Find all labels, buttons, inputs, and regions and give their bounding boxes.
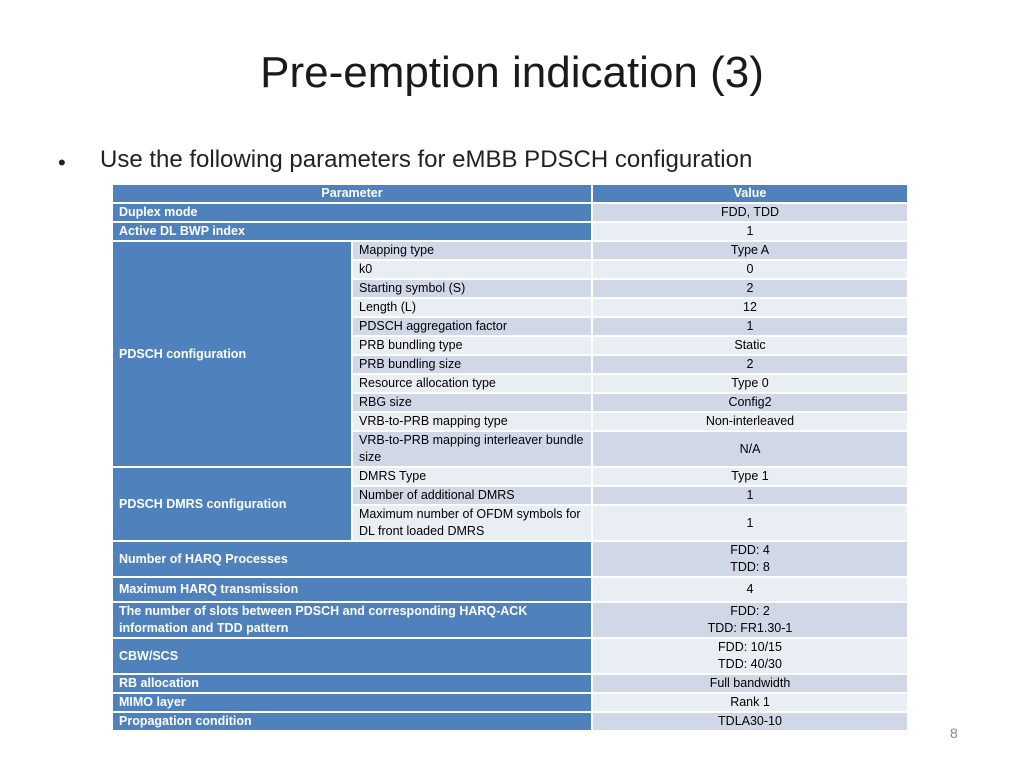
sub-value: Type A — [591, 240, 909, 261]
sub-value: N/A — [591, 430, 909, 468]
table-row: Propagation condition TDLA30-10 — [111, 711, 909, 732]
table-row: Starting symbol (S) 2 — [112, 278, 909, 299]
row-value-propagation: TDLA30-10 — [591, 711, 909, 732]
table-row: Maximum HARQ transmission 4 — [111, 576, 909, 603]
sub-label: VRB-to-PRB mapping type — [351, 411, 593, 432]
sub-value: Non-interleaved — [591, 411, 909, 432]
row-value-duplex-mode: FDD, TDD — [591, 202, 909, 223]
row-label-max-harq-tx: Maximum HARQ transmission — [111, 576, 593, 603]
table-row: Active DL BWP index 1 — [111, 221, 909, 242]
row-label-active-bwp: Active DL BWP index — [111, 221, 593, 242]
table-row: MIMO layer Rank 1 — [111, 692, 909, 713]
sub-label: DMRS Type — [351, 466, 593, 487]
table-row: PDSCH configuration Mapping type Type A — [111, 240, 909, 468]
sub-value: 1 — [591, 485, 909, 506]
sub-label: Mapping type — [351, 240, 593, 261]
table-row: VRB-to-PRB mapping type Non-interleaved — [112, 411, 909, 432]
sub-value: Type 1 — [591, 466, 909, 487]
sub-value: 12 — [591, 297, 909, 318]
sub-label: Maximum number of OFDM symbols for DL fr… — [351, 504, 593, 542]
row-label-duplex-mode: Duplex mode — [111, 202, 593, 223]
sub-label: Number of additional DMRS — [351, 485, 593, 506]
table-row: The number of slots between PDSCH and co… — [111, 601, 909, 639]
row-label-slots-harq-ack: The number of slots between PDSCH and co… — [111, 601, 593, 639]
table-row: RBG size Config2 — [112, 392, 909, 413]
table-row: PRB bundling size 2 — [112, 354, 909, 375]
bullet-point-icon: • — [58, 150, 66, 175]
table-row: k0 0 — [112, 259, 909, 280]
value-line: TDD: 40/30 — [718, 657, 782, 671]
table-row: VRB-to-PRB mapping interleaver bundle si… — [112, 430, 909, 468]
sub-label: Starting symbol (S) — [351, 278, 593, 299]
sub-value: Config2 — [591, 392, 909, 413]
row-value-mimo-layer: Rank 1 — [591, 692, 909, 713]
sub-value: 1 — [591, 316, 909, 337]
page-number: 8 — [950, 725, 958, 741]
table-row: Duplex mode FDD, TDD — [111, 202, 909, 223]
sub-label: VRB-to-PRB mapping interleaver bundle si… — [351, 430, 593, 468]
value-line: FDD: 10/15 — [718, 640, 782, 654]
row-value-slots-harq-ack: FDD: 2 TDD: FR1.30-1 — [591, 601, 909, 639]
table-header-row: Parameter Value — [111, 183, 909, 204]
sub-label: Length (L) — [351, 297, 593, 318]
table-row: Maximum number of OFDM symbols for DL fr… — [112, 504, 909, 542]
table-row: PDSCH DMRS configuration DMRS Type Type … — [111, 466, 909, 542]
row-value-cbw-scs: FDD: 10/15 TDD: 40/30 — [591, 637, 909, 675]
table-row: RB allocation Full bandwidth — [111, 673, 909, 694]
sub-label: k0 — [351, 259, 593, 280]
sub-value: 1 — [591, 504, 909, 542]
sub-value: 0 — [591, 259, 909, 280]
group-label-dmrs-config: PDSCH DMRS configuration — [111, 466, 353, 542]
parameters-table: Parameter Value Duplex mode FDD, TDD Act… — [111, 183, 909, 732]
sub-label: Resource allocation type — [351, 373, 593, 394]
row-value-harq-processes: FDD: 4 TDD: 8 — [591, 540, 909, 578]
sub-label: PRB bundling size — [351, 354, 593, 375]
row-label-cbw-scs: CBW/SCS — [111, 637, 593, 675]
sub-label: PRB bundling type — [351, 335, 593, 356]
value-line: TDD: FR1.30-1 — [707, 621, 793, 635]
row-label-rb-allocation: RB allocation — [111, 673, 593, 694]
row-value-max-harq-tx: 4 — [591, 576, 909, 603]
header-value: Value — [591, 183, 909, 204]
sub-label: PDSCH aggregation factor — [351, 316, 593, 337]
sub-value: Static — [591, 335, 909, 356]
row-label-harq-processes: Number of HARQ Processes — [111, 540, 593, 578]
row-label-propagation: Propagation condition — [111, 711, 593, 732]
table-row: CBW/SCS FDD: 10/15 TDD: 40/30 — [111, 637, 909, 675]
bullet-text: Use the following parameters for eMBB PD… — [100, 146, 753, 173]
sub-label: RBG size — [351, 392, 593, 413]
table-row: Number of additional DMRS 1 — [112, 485, 909, 506]
value-line: FDD: 2 — [730, 604, 770, 618]
row-value-active-bwp: 1 — [591, 221, 909, 242]
slide-title: Pre-emption indication (3) — [260, 48, 764, 97]
table-row: PRB bundling type Static — [112, 335, 909, 356]
table-row: Resource allocation type Type 0 — [112, 373, 909, 394]
header-parameter: Parameter — [111, 183, 593, 204]
table-row: Length (L) 12 — [112, 297, 909, 318]
table-row: PDSCH aggregation factor 1 — [112, 316, 909, 337]
value-line: TDD: 8 — [730, 560, 770, 574]
table-row: Number of HARQ Processes FDD: 4 TDD: 8 — [111, 540, 909, 578]
row-label-mimo-layer: MIMO layer — [111, 692, 593, 713]
sub-value: 2 — [591, 278, 909, 299]
value-line: FDD: 4 — [730, 543, 770, 557]
sub-value: Type 0 — [591, 373, 909, 394]
row-value-rb-allocation: Full bandwidth — [591, 673, 909, 694]
group-label-pdsch-config: PDSCH configuration — [111, 240, 353, 468]
sub-value: 2 — [591, 354, 909, 375]
